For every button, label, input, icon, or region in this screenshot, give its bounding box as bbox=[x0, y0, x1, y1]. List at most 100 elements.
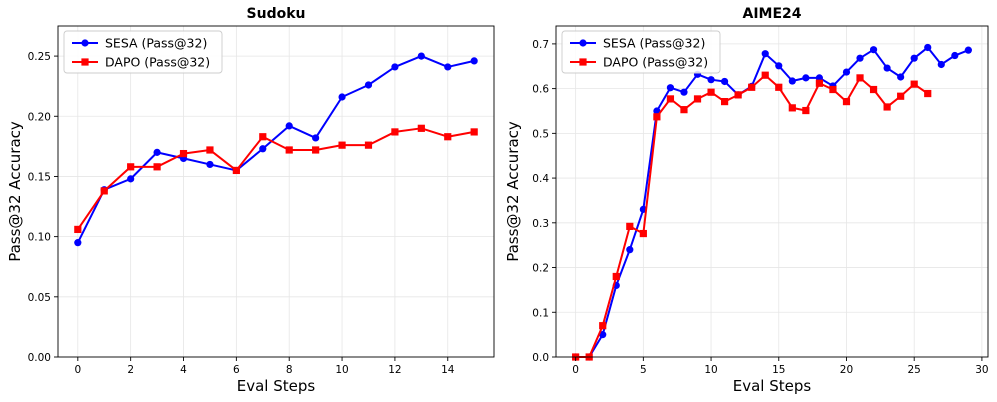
data-point bbox=[802, 106, 810, 115]
x-tick-label: 2 bbox=[127, 364, 134, 376]
data-point bbox=[444, 63, 452, 71]
data-point bbox=[312, 146, 320, 154]
y-tick-label: 0.5 bbox=[532, 128, 549, 140]
data-point bbox=[653, 113, 661, 121]
legend-marker bbox=[81, 39, 89, 47]
x-tick-label: 6 bbox=[233, 364, 240, 376]
data-point bbox=[599, 322, 607, 330]
data-point bbox=[391, 128, 399, 136]
data-point bbox=[127, 175, 135, 183]
y-axis-label: Pass@32 Accuracy bbox=[504, 121, 522, 262]
legend-entry-sesa: SESA (Pass@32) bbox=[72, 36, 207, 51]
series-sesa bbox=[572, 43, 972, 361]
data-point bbox=[599, 331, 607, 339]
x-tick-label: 30 bbox=[975, 364, 988, 376]
data-point bbox=[612, 272, 620, 281]
data-point bbox=[856, 54, 864, 62]
data-point bbox=[951, 51, 959, 60]
data-point bbox=[285, 146, 293, 154]
x-tick-label: 12 bbox=[388, 364, 401, 376]
y-tick-label: 0.15 bbox=[28, 171, 51, 183]
x-tick-label: 15 bbox=[772, 364, 785, 376]
data-point bbox=[312, 134, 320, 142]
data-point bbox=[338, 141, 346, 149]
data-point bbox=[761, 50, 769, 58]
data-point bbox=[206, 146, 214, 154]
data-point bbox=[153, 148, 161, 156]
legend-label: SESA (Pass@32) bbox=[105, 36, 207, 51]
data-point bbox=[964, 46, 972, 54]
data-point bbox=[680, 88, 688, 96]
data-point bbox=[869, 46, 878, 54]
legend-marker bbox=[81, 58, 89, 66]
x-axis-label: Eval Steps bbox=[237, 377, 316, 395]
y-tick-label: 0.00 bbox=[28, 352, 51, 364]
data-point bbox=[707, 76, 715, 84]
y-tick-label: 0.2 bbox=[532, 263, 549, 275]
legend: SESA (Pass@32) DAPO (Pass@32) bbox=[561, 30, 721, 74]
data-point bbox=[788, 77, 796, 85]
x-tick-label: 25 bbox=[908, 364, 921, 376]
legend-label: DAPO (Pass@32) bbox=[105, 55, 210, 70]
data-point bbox=[666, 95, 675, 103]
x-tick-label: 5 bbox=[640, 364, 647, 376]
data-point bbox=[127, 163, 135, 171]
data-point bbox=[734, 91, 742, 99]
series-line bbox=[575, 46, 969, 358]
data-point bbox=[883, 103, 891, 111]
data-point bbox=[856, 74, 864, 82]
data-point bbox=[417, 124, 425, 132]
data-point bbox=[74, 239, 82, 247]
data-point bbox=[883, 64, 891, 72]
x-tick-label: 0 bbox=[572, 364, 579, 376]
x-tick-label: 0 bbox=[74, 364, 81, 376]
y-tick-label: 0.1 bbox=[532, 307, 549, 319]
data-point bbox=[748, 83, 756, 91]
y-tick-label: 0.0 bbox=[532, 352, 549, 364]
sudoku-chart-panel: 0 2 4 6 8 10 12 14 0.00 0.05 0.10 0.15 0.20 0.25 Sudok… bbox=[6, 6, 495, 395]
data-point bbox=[707, 88, 715, 96]
y-tick-label: 0.7 bbox=[532, 39, 549, 51]
legend-entry-dapo: DAPO (Pass@32) bbox=[570, 55, 708, 70]
data-point bbox=[259, 133, 267, 141]
data-point bbox=[285, 122, 293, 130]
data-point bbox=[897, 73, 905, 81]
y-tick-label: 0.05 bbox=[28, 292, 51, 304]
data-point bbox=[761, 71, 769, 79]
data-point bbox=[179, 149, 188, 158]
chart-title: Sudoku bbox=[247, 6, 306, 22]
data-point bbox=[869, 85, 878, 94]
data-point bbox=[937, 60, 945, 69]
y-axis-label: Pass@32 Accuracy bbox=[6, 121, 24, 262]
legend-marker bbox=[579, 39, 587, 47]
data-point bbox=[639, 229, 647, 238]
data-point bbox=[364, 141, 373, 149]
data-point bbox=[829, 85, 837, 94]
data-point bbox=[470, 128, 478, 136]
y-tick-label: 0.3 bbox=[532, 218, 549, 230]
series-dapo bbox=[74, 124, 478, 234]
y-tick-label: 0.6 bbox=[532, 84, 549, 96]
data-point bbox=[444, 133, 452, 141]
x-tick-label: 8 bbox=[286, 364, 293, 376]
data-point bbox=[100, 187, 108, 195]
legend-box bbox=[561, 30, 721, 74]
x-tick-label: 10 bbox=[704, 364, 717, 376]
data-point bbox=[842, 68, 851, 76]
data-point bbox=[259, 145, 267, 153]
data-point bbox=[910, 80, 918, 88]
y-tick-label: 0.4 bbox=[532, 173, 549, 185]
aime24-chart-panel: 0 5 10 15 20 25 30 0.0 0.1 0.2 0.3 0.4 0.5 0.6 0.7 AIME… bbox=[504, 6, 989, 395]
data-point bbox=[775, 62, 783, 70]
x-tick-label: 20 bbox=[840, 364, 853, 376]
data-point bbox=[842, 97, 851, 106]
data-point bbox=[924, 89, 932, 98]
data-point bbox=[924, 43, 932, 52]
data-point bbox=[897, 92, 905, 100]
data-point bbox=[153, 163, 161, 171]
legend-label: SESA (Pass@32) bbox=[603, 36, 705, 51]
y-tick-label: 0.25 bbox=[28, 51, 51, 63]
chart-title: AIME24 bbox=[742, 6, 801, 22]
series-line bbox=[76, 55, 475, 244]
